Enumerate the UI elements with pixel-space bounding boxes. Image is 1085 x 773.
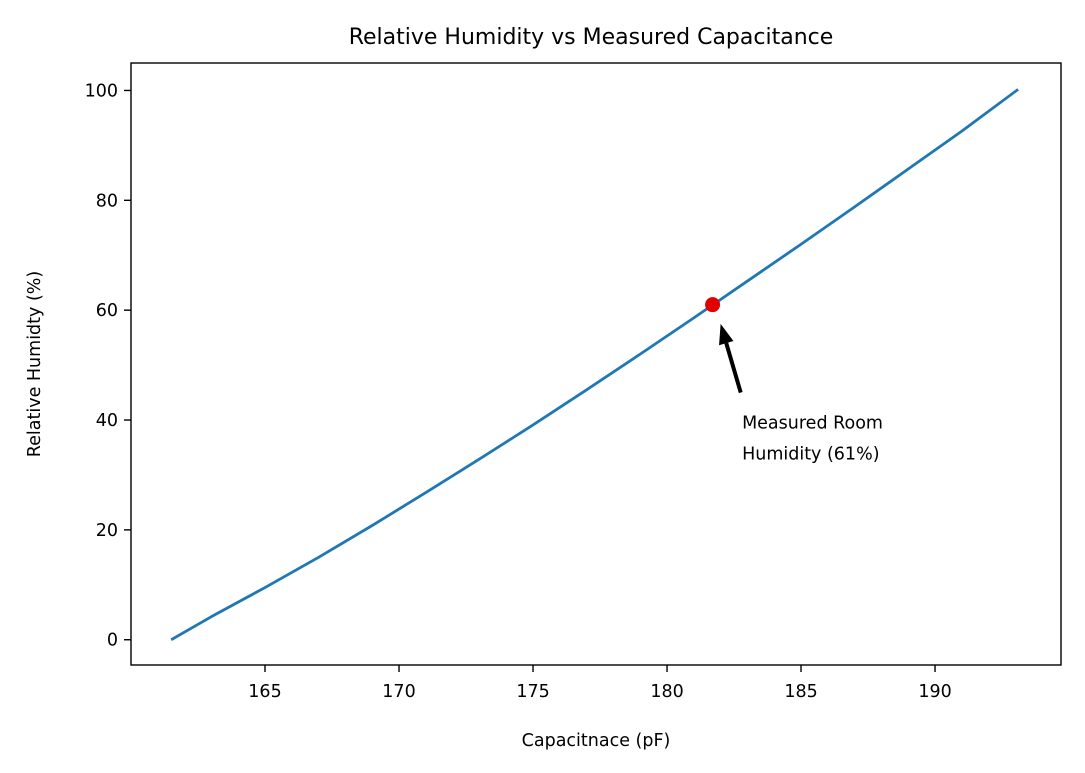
series-layer xyxy=(170,88,1019,641)
y-tick-label: 100 xyxy=(85,81,118,101)
y-tick-label: 40 xyxy=(96,411,118,431)
x-axis: 165 170 175 180 185 190 xyxy=(248,665,952,702)
chart-title: Relative Humidity vs Measured Capacitanc… xyxy=(349,25,834,50)
x-tick-label: 165 xyxy=(248,682,281,702)
x-tick-label: 175 xyxy=(516,682,549,702)
annotation-text-line: Humidity (61%) xyxy=(742,444,879,464)
y-tick-label: 20 xyxy=(96,521,118,541)
y-axis-label: Relative Humidty (%) xyxy=(25,271,45,457)
annotation-arrow-shaft xyxy=(724,342,743,394)
x-tick-label: 180 xyxy=(650,682,683,702)
annotation-text-line: Measured Room xyxy=(742,413,883,433)
plot-area: 165 170 175 180 185 190 0 20 40 60 80 100 Measured… xyxy=(85,62,1062,702)
x-tick-label: 190 xyxy=(918,682,951,702)
series-line xyxy=(170,88,1019,641)
x-tick-label: 170 xyxy=(382,682,415,702)
y-axis: 0 20 40 60 80 100 xyxy=(85,81,131,651)
y-tick-label: 80 xyxy=(96,191,118,211)
y-tick-label: 60 xyxy=(96,301,118,321)
annotation-arrow-head xyxy=(719,323,734,346)
measured-point xyxy=(705,297,721,313)
axes-frame xyxy=(130,62,1062,666)
x-tick-label: 185 xyxy=(784,682,817,702)
annotation: Measured Room Humidity (61%) xyxy=(719,323,883,464)
y-tick-label: 0 xyxy=(107,631,118,651)
x-axis-label: Capacitnace (pF) xyxy=(522,731,671,751)
